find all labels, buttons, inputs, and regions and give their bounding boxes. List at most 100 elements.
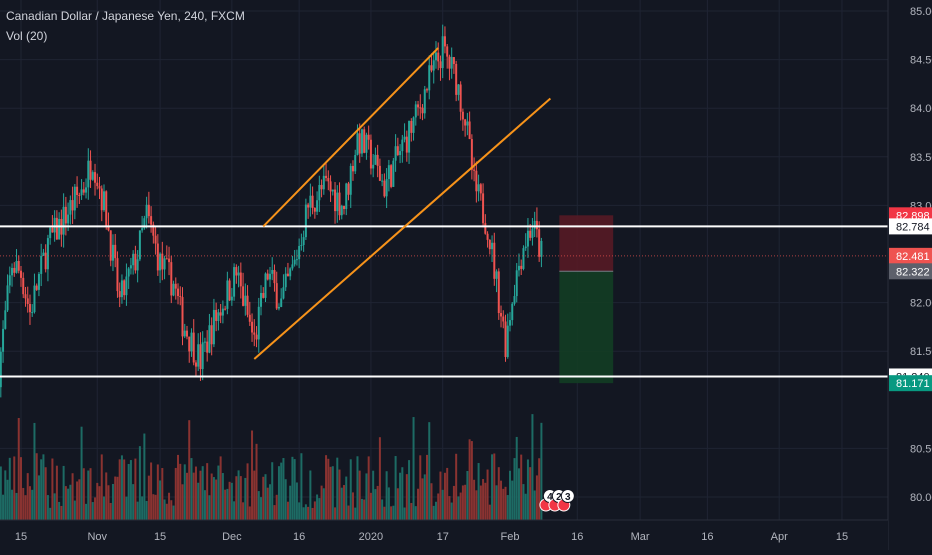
volume-bar: [347, 505, 350, 520]
time-tick-label: Feb: [501, 531, 520, 543]
candle-body: [284, 273, 287, 288]
volume-bar: [233, 501, 236, 520]
candle-body: [318, 184, 321, 201]
volume-bar: [500, 480, 503, 520]
volume-bar: [320, 485, 323, 520]
candle-body: [6, 285, 9, 311]
candle-body: [408, 120, 411, 153]
volume-bar: [374, 489, 377, 520]
volume-bar: [450, 502, 453, 520]
volume-bar: [69, 484, 72, 520]
candle-body: [325, 175, 328, 179]
volume-bar: [349, 459, 352, 520]
candle-body: [8, 275, 11, 286]
volume-bar: [473, 479, 476, 520]
candle-body: [506, 325, 509, 357]
volume-bar: [459, 492, 462, 520]
candle-body: [31, 312, 34, 314]
volume-bar: [71, 473, 74, 520]
candle-body: [434, 52, 437, 61]
candle-body: [78, 194, 81, 196]
candle-body: [37, 273, 40, 290]
volume-bar: [120, 455, 123, 520]
time-tick-label: 16: [293, 531, 305, 543]
volume-bar: [244, 477, 247, 520]
volume-bar: [363, 499, 366, 520]
time-tick-label: 15: [154, 531, 166, 543]
drawings[interactable]: [0, 47, 888, 378]
volume-bar: [111, 483, 114, 520]
candle-body: [533, 220, 536, 229]
volume-bar: [85, 503, 88, 520]
candle-body: [235, 267, 238, 276]
volume-bar: [497, 467, 500, 520]
price-axis[interactable]: 85.00084.50084.00083.50083.00082.00081.5…: [887, 0, 932, 550]
volume-bar: [316, 494, 319, 520]
candle-body: [190, 332, 193, 352]
candle-body: [154, 235, 157, 244]
volume-bar: [159, 480, 162, 520]
volume-bar: [428, 422, 431, 520]
candle-body: [367, 134, 370, 140]
time-tick-label: 16: [571, 531, 583, 543]
candle-body: [179, 295, 182, 298]
candle-body: [239, 272, 242, 287]
volume-bar: [13, 456, 16, 520]
candle-body: [80, 189, 83, 196]
candle-body: [24, 294, 27, 299]
candle-body: [365, 134, 368, 153]
candle-body: [430, 65, 433, 71]
price-label-text: 82.784: [896, 221, 930, 233]
candle-body: [168, 258, 171, 263]
volume-bar: [509, 470, 511, 520]
volume-bar: [313, 501, 316, 520]
candle-body: [466, 121, 469, 126]
volume-bar: [203, 490, 206, 520]
candle-body: [293, 259, 296, 265]
candle-body: [455, 63, 458, 95]
candle-body: [136, 259, 139, 271]
candle-body: [40, 255, 43, 274]
candle-body: [242, 286, 245, 306]
volume-bar: [289, 485, 292, 520]
volume-bar: [170, 500, 173, 520]
position-zones[interactable]: [559, 215, 614, 384]
volume-bar: [338, 469, 341, 520]
volume-bar: [452, 485, 455, 520]
price-tick-label: 84.000: [910, 103, 932, 115]
candle-body: [150, 216, 153, 225]
volume-bar: [271, 462, 274, 520]
volume-bar: [6, 479, 9, 520]
volume-bar: [230, 482, 233, 520]
candle-body: [524, 246, 527, 249]
candle-body: [105, 191, 108, 227]
volume-bar: [145, 500, 148, 520]
candle-body: [257, 306, 260, 340]
candle-body: [277, 306, 280, 309]
volume-bar: [181, 484, 184, 520]
candle-body: [226, 280, 229, 309]
candle-body: [423, 89, 426, 114]
volume-bar: [123, 459, 126, 520]
volume-bar: [356, 456, 359, 520]
volume-bar: [311, 507, 314, 520]
candle-body: [201, 342, 204, 370]
candle-body: [217, 312, 220, 321]
candle-body: [71, 200, 74, 211]
candles: [0, 24, 543, 398]
candle-body: [522, 248, 525, 269]
time-tick-label: 16: [701, 531, 713, 543]
candle-body: [181, 297, 184, 337]
candle-body: [461, 111, 464, 120]
time-axis[interactable]: 15 Nov 15 Dec 16 2020 17 Feb 16 Mar 16 Apr 15: [0, 519, 888, 550]
time-axis-background: [0, 520, 888, 550]
candle-body: [55, 217, 58, 240]
candle-body: [448, 56, 451, 69]
price-label-text: 82.481: [896, 251, 930, 263]
volume-bar: [432, 505, 435, 520]
candle-body: [477, 184, 480, 192]
candle-body: [439, 61, 442, 69]
